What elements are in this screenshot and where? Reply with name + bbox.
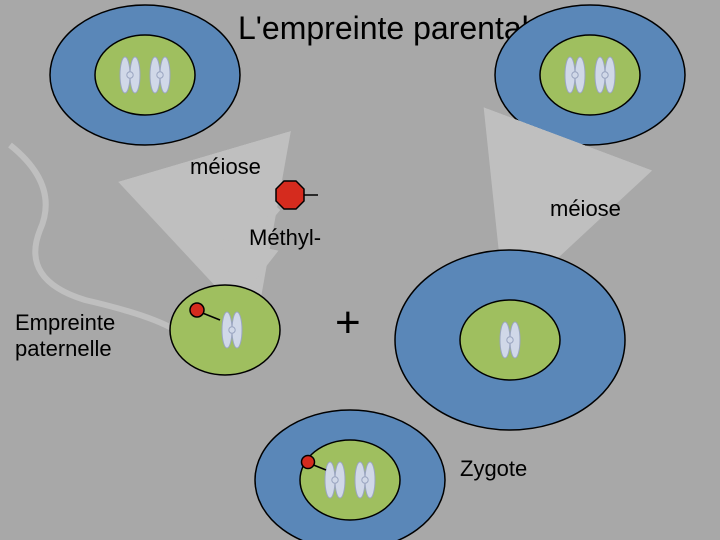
diagram-canvas bbox=[0, 0, 720, 540]
cell-top-right bbox=[495, 5, 685, 145]
cell-egg bbox=[395, 250, 625, 430]
methyl-symbol bbox=[276, 181, 318, 209]
sperm-head bbox=[170, 285, 280, 375]
label-zygote: Zygote bbox=[460, 456, 527, 482]
plus-sign: + bbox=[335, 298, 361, 348]
arrow-meiose-left bbox=[210, 175, 235, 260]
label-meiose-left: méiose bbox=[190, 154, 261, 180]
label-methyl: Méthyl- bbox=[249, 225, 321, 251]
label-empreinte-paternelle: Empreinte paternelle bbox=[15, 310, 115, 362]
sperm-tail bbox=[10, 145, 175, 330]
cell-top-left bbox=[50, 5, 240, 145]
label-meiose-right: méiose bbox=[550, 196, 621, 222]
cell-zygote bbox=[255, 410, 445, 540]
